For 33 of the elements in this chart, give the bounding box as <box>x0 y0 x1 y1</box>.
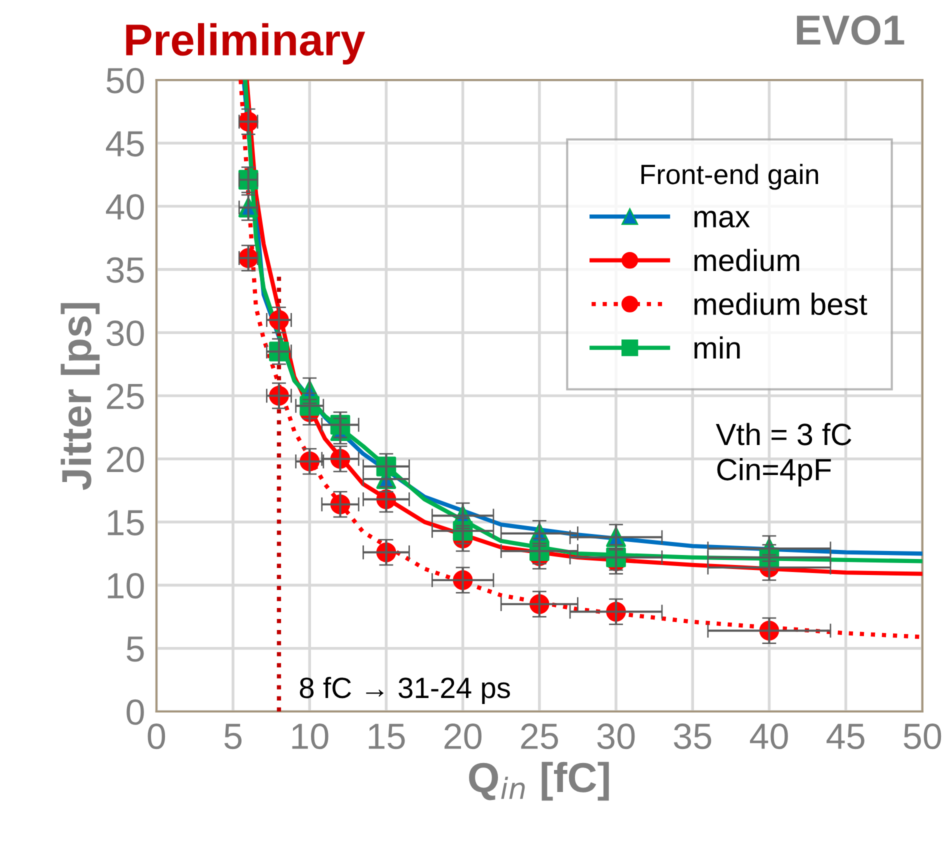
x-tick-label: 15 <box>368 724 405 750</box>
annotation: 8 fC → 31-24 ps <box>300 676 510 704</box>
x-tick-label: 0 <box>148 724 166 750</box>
y-tick-label: 50 <box>106 68 144 94</box>
x-axis-title: Q$_{in}$ [fC] <box>469 762 609 801</box>
x-tick-label: 20 <box>444 724 482 750</box>
y-tick-label: 30 <box>106 320 144 346</box>
y-tick-label: 5 <box>126 636 144 662</box>
legend-title: Front-end gain <box>641 164 818 190</box>
x-tick-label: 25 <box>521 724 558 750</box>
x-tick-label: 30 <box>597 724 635 750</box>
y-tick-label: 20 <box>106 446 144 472</box>
y-tick-label: 10 <box>108 573 144 599</box>
x-tick-label: 50 <box>904 724 942 750</box>
legend-label: min <box>694 336 740 359</box>
y-tick-label: 25 <box>106 384 144 410</box>
y-axis-title: Jitter [ps] <box>60 303 100 490</box>
legend-label: max <box>694 210 750 228</box>
y-tick-label: 0 <box>126 699 144 725</box>
chart-title: Preliminary <box>126 23 366 64</box>
x-tick-label: 40 <box>750 724 788 750</box>
legend-label: medium best <box>694 292 868 316</box>
annotation: Vth = 3 fC Cin=4pF <box>716 422 852 486</box>
y-tick-label: 35 <box>106 257 144 283</box>
x-tick-label: 35 <box>674 724 712 750</box>
x-tick-label: 10 <box>292 724 328 750</box>
y-tick-label: 40 <box>106 194 144 220</box>
legend-label: medium <box>694 248 800 272</box>
x-tick-label: 5 <box>224 724 242 750</box>
y-tick-label: 45 <box>106 131 144 157</box>
x-tick-label: 45 <box>826 724 864 750</box>
y-tick-label: 15 <box>108 510 144 536</box>
text: EVO1 <box>796 15 904 45</box>
